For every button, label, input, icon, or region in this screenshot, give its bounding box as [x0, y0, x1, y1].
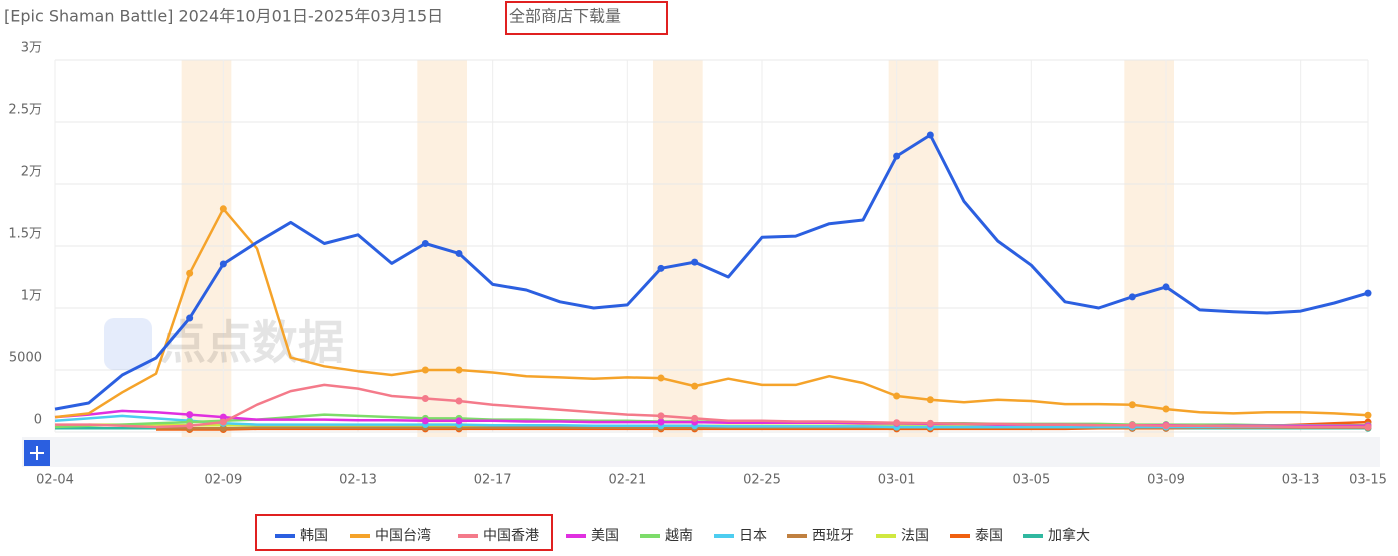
point: [455, 417, 463, 425]
y-tick-label: 2.5万: [8, 103, 42, 118]
weekend-band: [1124, 60, 1174, 437]
point: [691, 382, 699, 390]
series-line: [54, 207, 1369, 419]
x-tick-label: 03-01: [878, 473, 916, 488]
point: [691, 414, 699, 422]
x-tick-label: 02-25: [743, 473, 781, 488]
point: [1162, 422, 1170, 430]
legend-label[interactable]: 法国: [901, 528, 929, 544]
point: [657, 412, 665, 420]
y-tick-label: 5000: [9, 351, 42, 366]
x-tick-label: 02-13: [339, 473, 377, 488]
point: [1364, 289, 1372, 297]
data-zoom[interactable]: [22, 437, 1380, 467]
legend-label[interactable]: 中国台湾: [375, 527, 431, 544]
legend-label[interactable]: 韩国: [300, 528, 328, 544]
title-highlight: 全部商店下载量: [509, 7, 621, 26]
x-tick-label: 03-05: [1012, 473, 1050, 488]
x-tick-label: 03-13: [1282, 473, 1320, 488]
point: [219, 424, 227, 432]
weekend-band: [181, 60, 232, 437]
legend-label[interactable]: 泰国: [975, 528, 1003, 544]
legend-highlight-box: [255, 514, 553, 551]
watermark-logo: [104, 318, 152, 370]
point: [657, 418, 665, 426]
legend-label[interactable]: 加拿大: [1048, 527, 1090, 544]
x-tick-label: 02-04: [36, 473, 74, 488]
point: [219, 260, 227, 268]
point: [219, 205, 227, 213]
weekend-band: [888, 60, 939, 437]
legend-label[interactable]: 日本: [739, 528, 767, 544]
point: [1162, 283, 1170, 291]
x-tick-label: 02-21: [608, 473, 646, 488]
plus-icon: [30, 446, 44, 460]
series-line: [54, 414, 1368, 429]
point: [186, 314, 194, 322]
point: [186, 269, 194, 277]
point: [1128, 421, 1136, 429]
y-tick-label: 1.5万: [8, 227, 42, 242]
y-tick-label: 2万: [21, 165, 42, 180]
point: [455, 366, 463, 374]
point: [219, 418, 227, 426]
x-tick-label: 03-09: [1147, 473, 1185, 488]
legend-label[interactable]: 越南: [665, 528, 693, 544]
point: [893, 419, 901, 427]
point: [186, 422, 194, 430]
point: [1364, 411, 1372, 419]
x-tick-label: 02-17: [474, 473, 512, 488]
point: [421, 240, 429, 248]
point: [421, 417, 429, 425]
point: [926, 131, 934, 139]
legend-label[interactable]: 西班牙: [812, 528, 854, 544]
x-tick-label: 02-09: [204, 473, 242, 488]
weekend-band: [653, 60, 703, 437]
point: [219, 413, 227, 421]
y-tick-label: 3万: [21, 41, 42, 56]
point: [691, 258, 699, 266]
point: [421, 366, 429, 374]
point: [893, 152, 901, 160]
point: [926, 419, 934, 427]
watermark: 点点数据: [160, 316, 344, 370]
point: [657, 264, 665, 272]
chart-title: [Epic Shaman Battle] 2024年10月01日-2025年03…: [4, 7, 443, 26]
point: [186, 411, 194, 419]
point: [1364, 423, 1372, 431]
point: [1162, 405, 1170, 413]
point: [1128, 401, 1136, 409]
series-line: [54, 133, 1369, 411]
highlight-box: [505, 1, 668, 35]
y-tick-label: 0: [34, 413, 42, 428]
point: [926, 396, 934, 404]
legend-label[interactable]: 中国香港: [483, 528, 539, 544]
y-tick-label: 1万: [21, 289, 42, 304]
series-line: [55, 383, 1368, 429]
x-tick-label: 03-15: [1349, 473, 1387, 488]
legend-label[interactable]: 美国: [591, 528, 619, 544]
point: [455, 397, 463, 405]
point: [455, 249, 463, 257]
point: [1128, 293, 1136, 301]
point: [893, 392, 901, 400]
point: [657, 374, 665, 382]
point: [421, 395, 429, 403]
